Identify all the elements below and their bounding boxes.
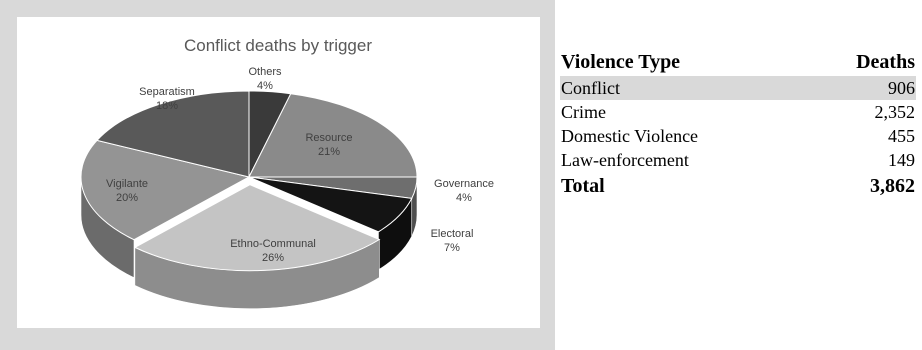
chart-area: Conflict deaths by trigger Others 4% Resou… <box>17 17 540 328</box>
pie-chart: Conflict deaths by trigger Others 4% Resou… <box>80 36 494 309</box>
row-deaths: 455 <box>888 125 915 146</box>
pie-slice-electoral <box>248 176 413 233</box>
total-deaths: 3,862 <box>870 174 915 197</box>
slice-label-others: Others <box>248 66 282 78</box>
row-type: Crime <box>561 101 606 122</box>
pie-slice-separatism <box>96 90 250 178</box>
table-header-row: Violence Type Deaths <box>560 48 916 76</box>
row-type: Domestic Violence <box>561 125 699 146</box>
slice-label-ethno-communal: Ethno-Communal <box>230 238 316 250</box>
pie-slice-ethno-communal <box>133 184 381 272</box>
header-violence-type: Violence Type <box>561 50 681 73</box>
row-deaths: 149 <box>888 149 915 170</box>
row-type: Law-enforcement <box>561 149 689 170</box>
chart-frame: Conflict deaths by trigger Others 4% Resou… <box>0 0 555 350</box>
slice-value-governance: 4% <box>456 192 472 204</box>
table-total-row: Total 3,862 <box>560 172 916 200</box>
row-deaths: 906 <box>807 76 916 100</box>
header-deaths: Deaths <box>856 50 915 73</box>
row-deaths: 2,352 <box>874 101 916 122</box>
slice-value-others: 4% <box>257 80 273 92</box>
row-type: Conflict <box>560 76 808 100</box>
slice-label-resource: Resource <box>305 132 352 144</box>
slice-label-governance: Governance <box>434 178 494 190</box>
pie-slice-resource <box>248 93 418 178</box>
slice-value-separatism: 18% <box>156 100 178 112</box>
table-row: Law-enforcement 149 <box>560 148 916 172</box>
slice-value-resource: 21% <box>318 146 340 158</box>
table-row: Conflict 906 <box>560 76 916 100</box>
slice-value-vigilante: 20% <box>116 192 138 204</box>
deaths-table-panel: Violence Type Deaths Conflict 906 Crime … <box>560 48 916 200</box>
slice-value-electoral: 7% <box>444 242 460 254</box>
deaths-table: Violence Type Deaths Conflict 906 Crime … <box>560 48 916 200</box>
table-row: Crime 2,352 <box>560 100 916 124</box>
slice-label-electoral: Electoral <box>431 228 474 240</box>
total-label: Total <box>561 174 605 197</box>
slice-label-vigilante: Vigilante <box>106 178 148 190</box>
slice-label-separatism: Separatism <box>139 86 195 98</box>
pie-slice-vigilante <box>80 139 251 241</box>
table-row: Domestic Violence 455 <box>560 124 916 148</box>
slice-value-ethno-communal: 26% <box>262 252 284 264</box>
chart-title: Conflict deaths by trigger <box>184 36 372 55</box>
